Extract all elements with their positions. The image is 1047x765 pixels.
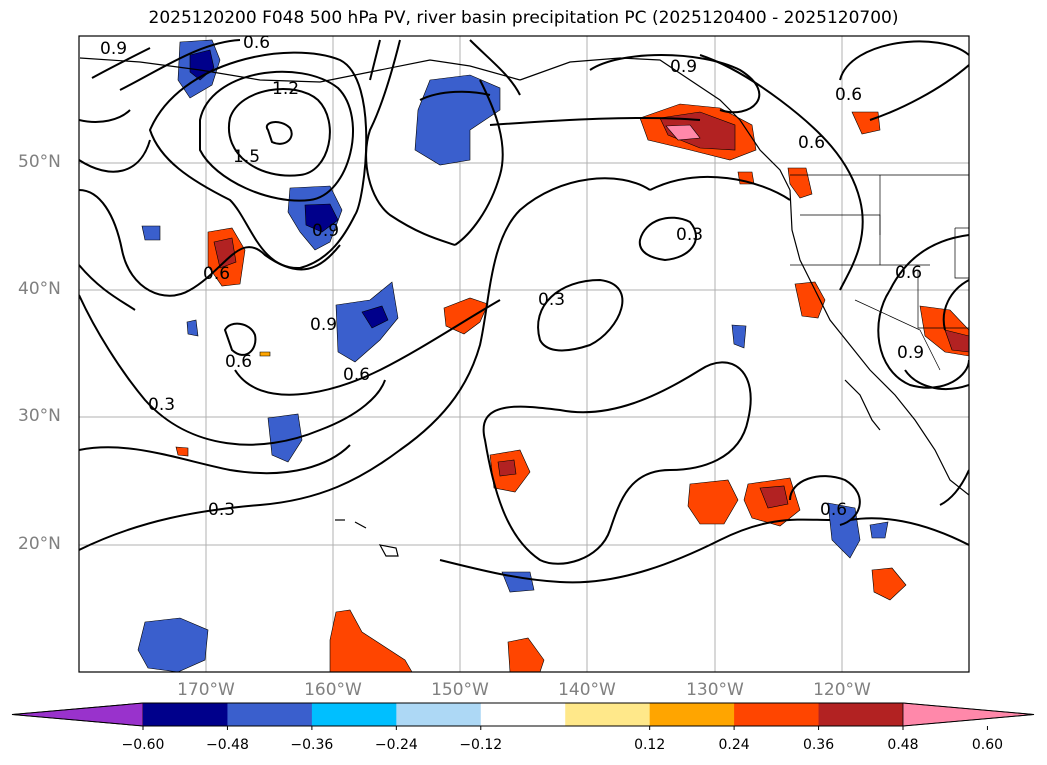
lon-label-140w: 140°W (558, 680, 616, 700)
blob-pos (259, 351, 271, 357)
negative-precip-areas (137, 39, 889, 672)
contour-labels: 0.9 0.6 1.2 1.5 0.9 0.6 0.9 0.6 0.6 0.3 … (100, 33, 924, 520)
blob-pos (329, 609, 413, 672)
colorbar-tick-marks (142, 726, 988, 730)
lat-label-50n: 50°N (18, 152, 61, 172)
blob-pos (851, 111, 881, 135)
lon-label-120w: 120°W (813, 680, 871, 700)
colorbar-segment (734, 703, 820, 726)
contour-label: 1.2 (272, 79, 299, 99)
colorbar-tick: 0.36 (802, 737, 835, 753)
colorbar-tick: −0.36 (290, 737, 334, 753)
colorbar-tick: −0.60 (121, 737, 165, 753)
contour-label: 0.9 (312, 221, 339, 241)
contour-label: 0.3 (538, 290, 565, 310)
colorbar-segments (11, 702, 1035, 727)
blob-neg (869, 521, 889, 539)
colorbar-extend-max (902, 702, 1035, 727)
blob-neg (335, 281, 399, 363)
blob-pos (787, 167, 813, 199)
blob-pos (507, 637, 545, 672)
colorbar-segment (649, 703, 735, 726)
contour-label: 0.6 (343, 365, 370, 385)
blob-neg (267, 413, 303, 463)
contour-label: 0.9 (897, 343, 924, 363)
blob-neg (186, 319, 199, 337)
colorbar-tick: −0.24 (374, 737, 418, 753)
contour-label: 0.9 (100, 39, 127, 59)
colorbar-segment (143, 703, 228, 726)
colorbar-segment (480, 703, 566, 726)
colorbar-segment (227, 703, 313, 726)
blob-pos (443, 297, 489, 335)
blob-neg (141, 225, 161, 241)
contour-label: 0.3 (676, 225, 703, 245)
contour-label: 0.3 (208, 500, 235, 520)
blob-neg (414, 74, 501, 166)
contour-label: 0.6 (203, 264, 230, 284)
colorbar-segment (818, 703, 904, 726)
blob-pos-max (665, 124, 701, 141)
lat-label-40n: 40°N (18, 279, 61, 299)
positive-precip-areas (175, 103, 969, 672)
lat-label-30n: 30°N (18, 406, 61, 426)
colorbar-tick: 0.12 (634, 737, 666, 753)
blob-pos-core (944, 329, 969, 353)
blob-neg (137, 617, 209, 672)
lon-label-130w: 130°W (686, 680, 744, 700)
colorbar-tick: −0.12 (459, 737, 503, 753)
contour-label: 0.6 (895, 263, 922, 283)
blob-neg-core (361, 305, 389, 329)
coastlines (79, 57, 969, 557)
lon-label-170w: 170°W (177, 680, 235, 700)
map-plot: 0.9 0.6 1.2 1.5 0.9 0.6 0.9 0.6 0.6 0.3 … (78, 33, 970, 673)
blob-pos-core (659, 111, 736, 151)
blob-pos (175, 446, 189, 457)
lon-label-160w: 160°W (304, 680, 362, 700)
contour-label: 0.6 (798, 133, 825, 153)
contour-label: 0.6 (243, 33, 270, 53)
colorbar-tick: 0.24 (718, 737, 750, 753)
blob-neg (501, 571, 535, 593)
colorbar-extend-min (11, 702, 144, 727)
blob-neg-core (304, 203, 339, 233)
blob-pos (687, 479, 739, 525)
blob-neg (731, 324, 747, 349)
blob-pos-core (497, 459, 517, 477)
blob-pos-core (213, 237, 237, 269)
blob-pos-core (759, 485, 789, 509)
colorbar-tick: 0.60 (971, 737, 1004, 753)
pv-contours (79, 39, 969, 584)
colorbar-segment (396, 703, 482, 726)
colorbar-tick: 0.48 (887, 737, 919, 753)
colorbar-outline (11, 702, 1035, 727)
colorbar-segment (565, 703, 651, 726)
contour-label: 0.6 (820, 500, 847, 520)
contour-label: 0.6 (835, 85, 862, 105)
colorbar-segment (311, 703, 397, 726)
lon-label-150w: 150°W (431, 680, 489, 700)
colorbar-tick: −0.48 (205, 737, 249, 753)
contour-label: 0.9 (670, 57, 697, 77)
borders (790, 174, 969, 371)
contour-label: 1.5 (233, 147, 260, 167)
blob-pos (871, 567, 907, 601)
contour-label: 0.9 (310, 315, 337, 335)
map-title: 2025120200 F048 500 hPa PV, river basin … (148, 8, 899, 28)
blob-neg (827, 502, 861, 559)
contour-label: 0.3 (148, 395, 175, 415)
contour-label: 0.6 (225, 352, 252, 372)
lat-label-20n: 20°N (18, 534, 61, 554)
